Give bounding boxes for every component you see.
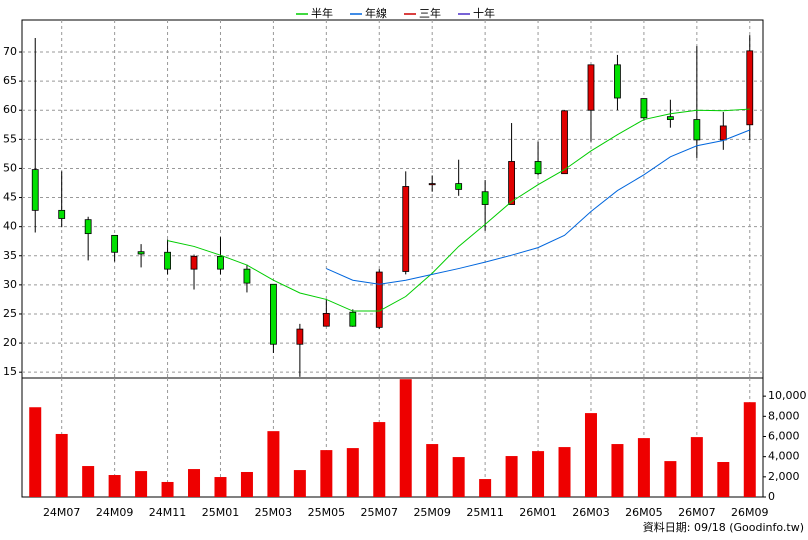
x-tick-label: 25M05	[308, 506, 346, 519]
y-tick-label: 20	[3, 336, 17, 349]
volume-bar	[214, 477, 227, 497]
x-tick-label: 26M05	[625, 506, 663, 519]
volume-tick-label: 0	[768, 490, 775, 503]
volume-bar	[637, 438, 650, 497]
candle-body	[137, 251, 145, 255]
y-tick-label: 30	[3, 278, 17, 291]
candle-body	[84, 219, 92, 235]
volume-bar	[452, 457, 465, 497]
x-tick-label: 26M01	[519, 506, 557, 519]
candle-body	[693, 119, 701, 141]
volume-bar	[584, 413, 597, 497]
volume-bar	[293, 470, 306, 497]
volume-panel	[21, 377, 764, 498]
volume-bar	[611, 444, 624, 497]
y-tick-label: 65	[3, 74, 17, 87]
volume-bar	[373, 422, 386, 497]
candle-body	[640, 98, 648, 119]
volume-bar	[743, 402, 756, 497]
x-tick-label: 26M03	[572, 506, 610, 519]
volume-bar	[664, 461, 677, 497]
candle-body	[666, 116, 674, 120]
x-tick-label: 25M07	[361, 506, 399, 519]
candle-body	[719, 125, 727, 141]
legend-label: 十年	[473, 6, 495, 20]
candle-body	[322, 312, 330, 327]
candle-body	[349, 311, 357, 327]
candle-body	[375, 271, 383, 328]
volume-bar	[479, 479, 492, 497]
footer: 資料日期: 09/18 (Goodinfo.tw)	[643, 520, 804, 534]
y-tick-label: 70	[3, 45, 17, 58]
x-tick-label: 25M09	[413, 506, 451, 519]
y-tick-label: 15	[3, 365, 17, 378]
volume-bar	[320, 450, 333, 497]
y-tick-label: 35	[3, 249, 17, 262]
legend-label: 半年	[311, 6, 333, 20]
volume-bar	[135, 471, 148, 497]
candle-body	[270, 283, 277, 345]
candle-body	[455, 183, 463, 190]
x-tick-label: 25M11	[466, 506, 504, 519]
volume-tick-label: 8,000	[768, 409, 800, 422]
y-tick-label: 55	[3, 132, 17, 145]
volume-bar	[240, 471, 253, 497]
candle-body	[31, 169, 39, 211]
legend-label: 三年	[419, 6, 441, 20]
candle-body	[402, 186, 410, 272]
candle-body	[296, 328, 304, 345]
candle-body	[58, 209, 66, 219]
candle-body	[746, 50, 754, 126]
volume-bar	[717, 462, 730, 497]
candle-body	[534, 161, 542, 175]
candle-body	[587, 64, 595, 111]
volume-bar	[399, 379, 412, 497]
candle-body	[481, 191, 489, 205]
volume-bar	[558, 447, 571, 497]
candle-body	[561, 110, 568, 175]
y-tick-label: 45	[3, 191, 17, 204]
volume-bar	[505, 456, 518, 497]
candle-body	[217, 255, 224, 270]
volume-tick-label: 10,000	[768, 389, 807, 402]
ma-line	[326, 129, 750, 285]
volume-bar	[532, 451, 545, 497]
volume-bar	[161, 481, 174, 497]
volume-bar	[55, 433, 68, 497]
candle-body	[614, 64, 621, 99]
y-tick-label: 60	[3, 103, 17, 116]
volume-bar	[346, 448, 359, 497]
volume-bar	[29, 407, 42, 497]
candle-body	[243, 268, 251, 284]
candle-body	[508, 161, 515, 205]
candle-body	[190, 255, 198, 270]
x-tick-label: 26M09	[731, 506, 769, 519]
volume-tick-label: 4,000	[768, 450, 800, 463]
candle-body	[164, 251, 171, 270]
x-tick-label: 26M07	[678, 506, 716, 519]
volume-tick-label: 2,000	[768, 470, 800, 483]
x-tick-label: 24M07	[43, 506, 81, 519]
x-tick-label: 24M11	[149, 506, 187, 519]
candle-body	[428, 183, 436, 186]
y-tick-label: 25	[3, 307, 17, 320]
x-tick-label: 25M01	[202, 506, 240, 519]
volume-bar	[690, 437, 703, 497]
candle-body	[111, 234, 119, 253]
x-tick-label: 24M09	[96, 506, 134, 519]
legend-label: 年線	[365, 6, 387, 20]
x-tick-label: 25M03	[255, 506, 293, 519]
volume-bar	[426, 444, 439, 497]
volume-tick-label: 6,000	[768, 429, 800, 442]
y-tick-label: 50	[3, 161, 17, 174]
volume-bar	[267, 431, 280, 497]
y-tick-label: 40	[3, 220, 17, 233]
volume-bar	[108, 475, 121, 497]
ma-line	[167, 108, 750, 312]
volume-bar	[188, 469, 201, 497]
volume-bar	[82, 466, 95, 497]
